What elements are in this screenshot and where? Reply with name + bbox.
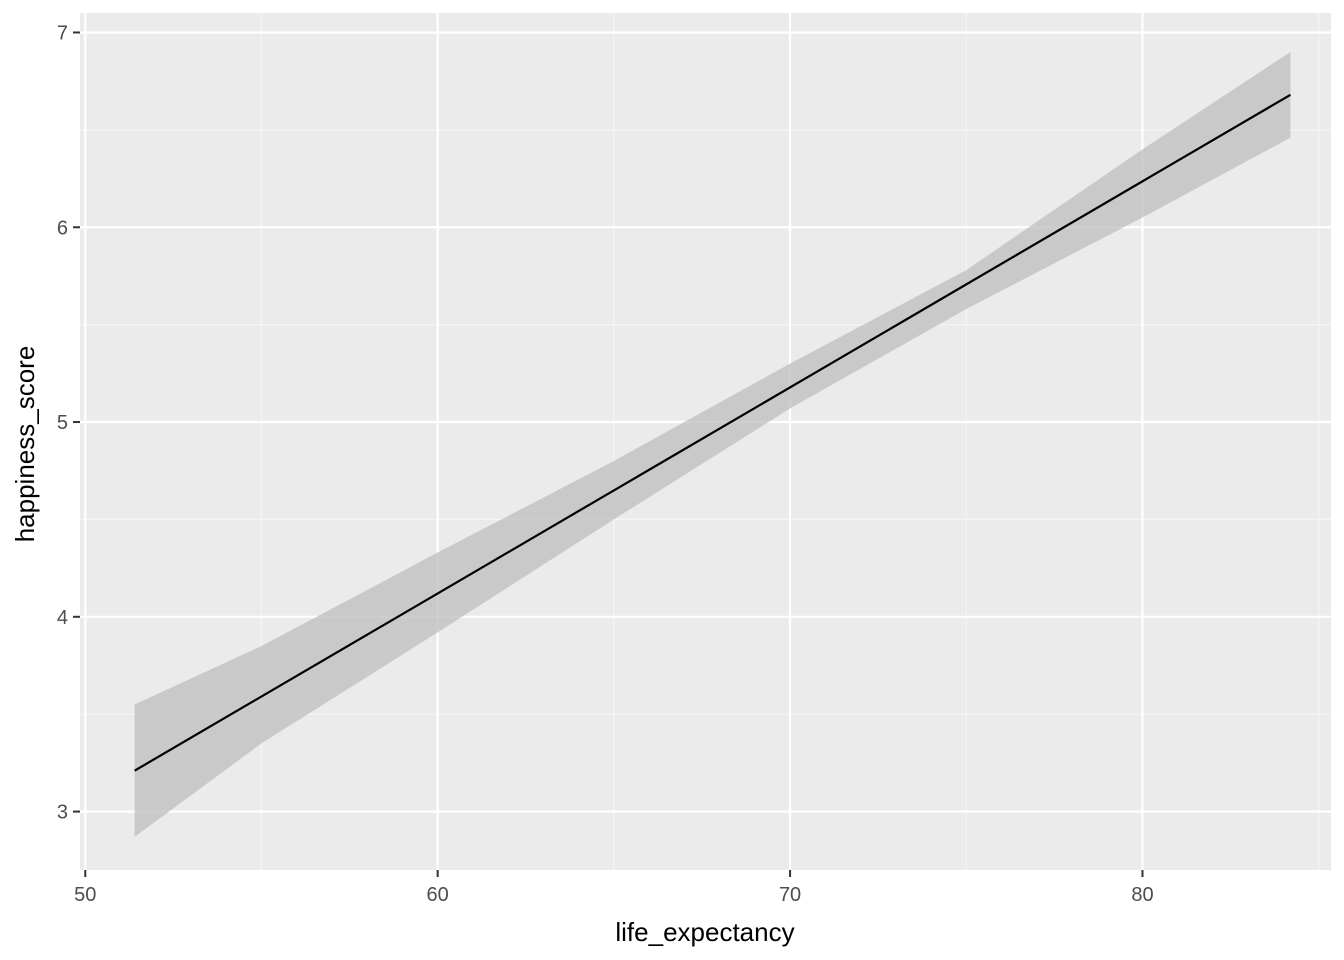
y-tick-label: 6: [57, 217, 68, 239]
y-tick-label: 3: [57, 802, 68, 824]
x-tick-label: 80: [1131, 884, 1153, 906]
y-tick-label: 4: [57, 607, 68, 629]
y-axis-title: happiness_score: [10, 346, 40, 543]
x-tick-label: 50: [74, 884, 96, 906]
y-tick-label: 5: [57, 412, 68, 434]
x-tick-label: 70: [779, 884, 801, 906]
y-tick-label: 7: [57, 22, 68, 44]
x-axis: 50 60 70 80: [74, 870, 1154, 906]
x-axis-title: life_expectancy: [615, 917, 794, 947]
y-axis: 3 4 5 6 7: [57, 22, 80, 824]
regression-line: [134, 93, 1292, 772]
x-tick-label: 60: [427, 884, 449, 906]
confidence-ribbon: [134, 51, 1291, 837]
